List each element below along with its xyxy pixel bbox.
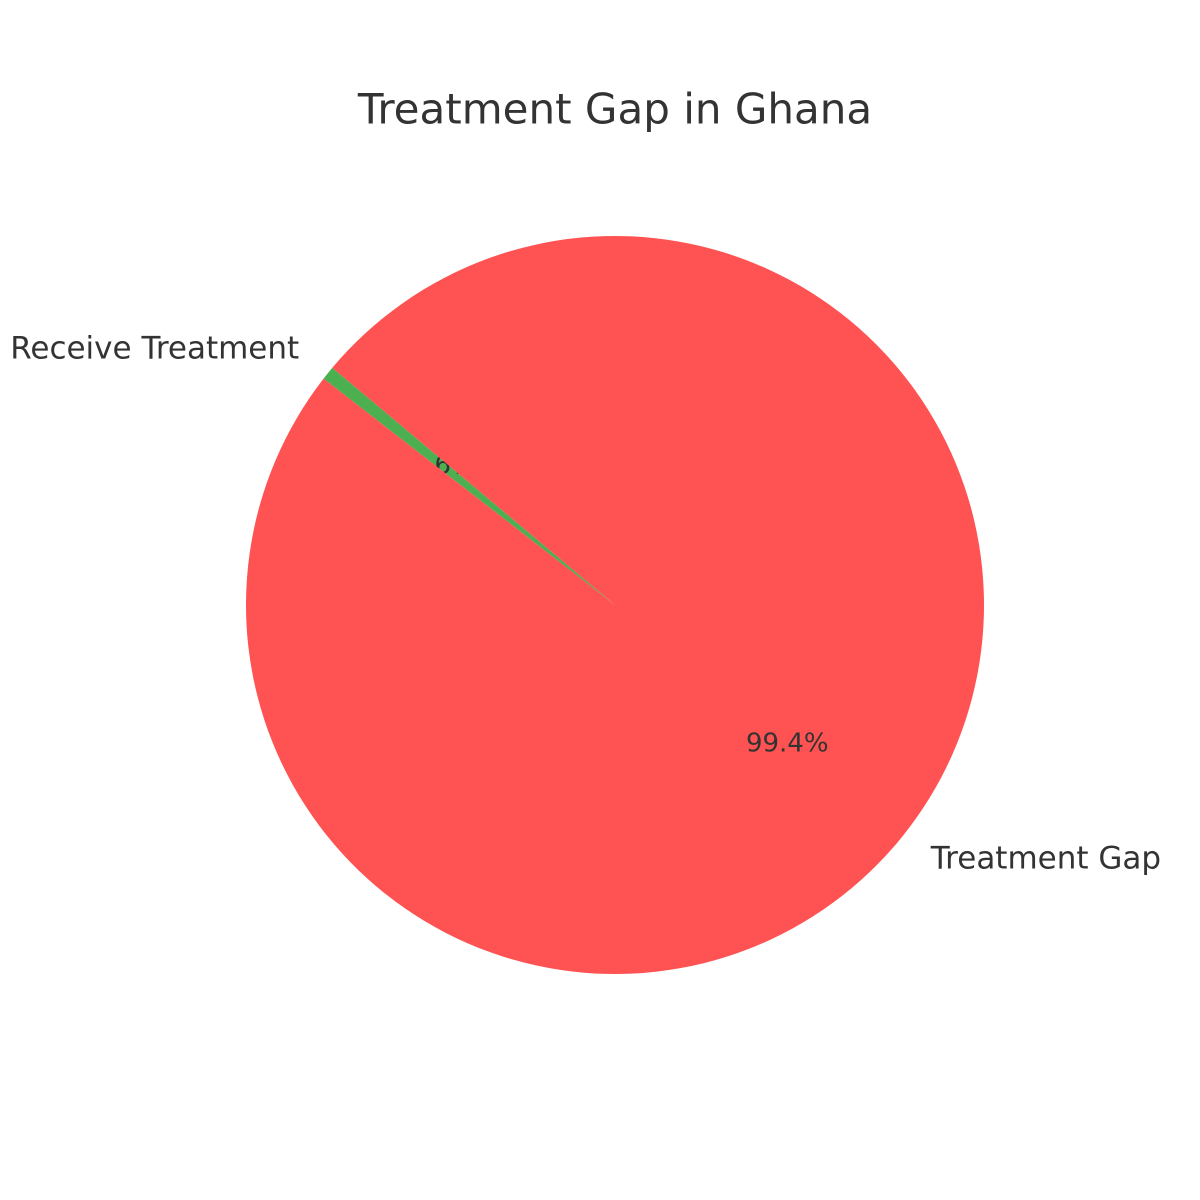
pie-slice xyxy=(323,367,615,605)
slice-label: Treatment Gap xyxy=(930,841,1161,877)
slice-label: Receive Treatment xyxy=(10,330,299,366)
value-label: 99.4% xyxy=(746,729,829,759)
chart-title: Treatment Gap in Ghana xyxy=(357,85,872,134)
pie-slice xyxy=(246,235,985,974)
